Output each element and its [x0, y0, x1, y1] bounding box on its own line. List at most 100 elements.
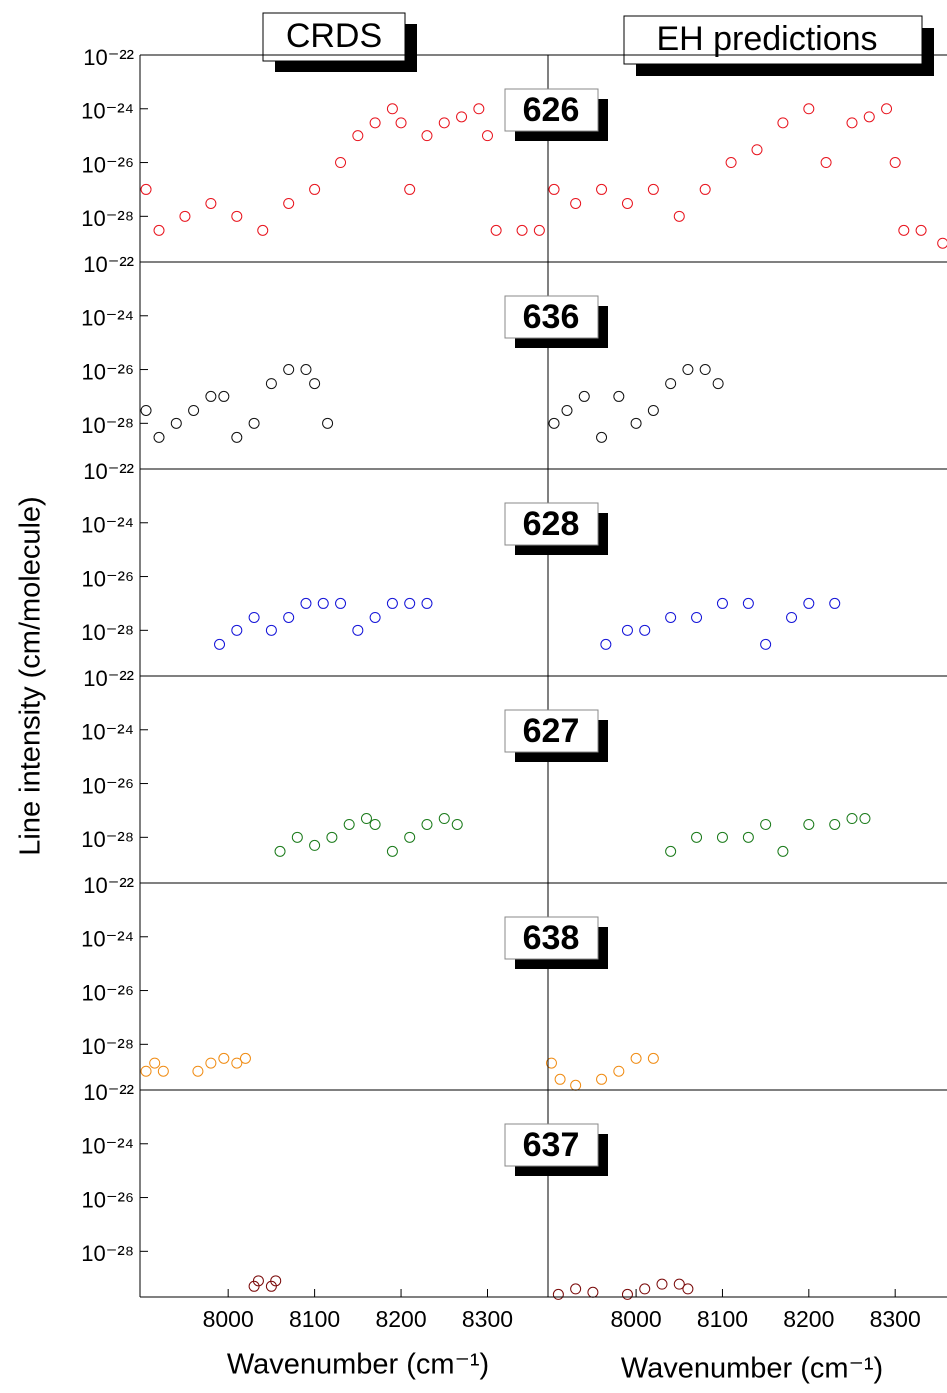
data-point	[600, 638, 612, 650]
data-point	[889, 157, 901, 169]
data-point	[149, 1057, 161, 1069]
data-point	[742, 597, 754, 609]
data-point	[548, 417, 560, 429]
y-tick-label: 10⁻²⁶	[82, 152, 134, 177]
data-point	[673, 1278, 685, 1290]
y-tick-label: 10⁻²²	[83, 873, 134, 898]
data-point	[751, 144, 763, 156]
data-point	[481, 130, 493, 142]
panel-label: 627	[523, 712, 580, 750]
data-point	[639, 1283, 651, 1295]
data-point	[438, 813, 450, 825]
y-axis-label: Line intensity (cm/molecule)	[15, 496, 47, 855]
y-tick-label: 10⁻²⁴	[81, 720, 134, 745]
y-tick-label: 10⁻²⁶	[82, 773, 134, 798]
y-tick-label: 10⁻²²	[83, 666, 134, 691]
data-point	[699, 183, 711, 195]
panel-label: 636	[523, 298, 580, 336]
data-point	[777, 845, 789, 857]
y-tick-label: 10⁻²²	[83, 1080, 134, 1105]
data-point	[673, 210, 685, 222]
data-point	[369, 818, 381, 830]
data-point	[725, 157, 737, 169]
data-point	[369, 117, 381, 129]
data-point	[596, 183, 608, 195]
data-point	[270, 1275, 282, 1287]
data-point	[613, 390, 625, 402]
data-point	[153, 224, 165, 236]
chart-title: CRDS	[286, 17, 382, 55]
data-point	[829, 597, 841, 609]
data-point	[265, 378, 277, 390]
data-point	[386, 103, 398, 115]
data-point	[578, 390, 590, 402]
data-point	[898, 224, 910, 236]
x-tick-label: 8300	[870, 1306, 921, 1332]
data-point	[846, 813, 858, 825]
data-point	[214, 638, 226, 650]
y-tick-label: 10⁻²⁶	[82, 1187, 134, 1212]
data-point	[283, 364, 295, 376]
data-point	[554, 1073, 566, 1085]
x-tick-label: 8100	[697, 1306, 748, 1332]
data-point	[665, 378, 677, 390]
data-point	[157, 1065, 169, 1077]
y-tick-label: 10⁻²²	[83, 45, 134, 70]
data-point	[937, 237, 947, 249]
data-point	[742, 831, 754, 843]
data-point	[404, 597, 416, 609]
data-point	[283, 197, 295, 209]
x-tick-label: 8000	[611, 1306, 662, 1332]
data-point	[803, 597, 815, 609]
data-point	[218, 1052, 230, 1064]
y-tick-label: 10⁻²⁶	[82, 980, 134, 1005]
data-point	[647, 183, 659, 195]
data-point	[682, 1283, 694, 1295]
data-point	[153, 431, 165, 443]
data-point	[490, 224, 502, 236]
data-point	[231, 431, 243, 443]
data-point	[352, 130, 364, 142]
data-point	[335, 157, 347, 169]
data-point	[248, 1280, 260, 1292]
data-point	[309, 839, 321, 851]
data-point	[205, 197, 217, 209]
data-point	[231, 1057, 243, 1069]
data-point	[386, 597, 398, 609]
data-point	[239, 1052, 251, 1064]
data-point	[691, 611, 703, 623]
panel-label: 637	[523, 1126, 580, 1164]
data-point	[516, 224, 528, 236]
data-point	[309, 183, 321, 195]
data-point	[552, 1288, 564, 1300]
data-point	[656, 1278, 668, 1290]
data-point	[322, 417, 334, 429]
data-point	[863, 111, 875, 123]
data-point	[395, 117, 407, 129]
data-point	[300, 364, 312, 376]
data-point	[786, 611, 798, 623]
y-tick-label: 10⁻²⁸	[81, 1241, 134, 1266]
data-point	[596, 431, 608, 443]
data-point	[205, 1057, 217, 1069]
data-point	[533, 224, 545, 236]
y-tick-label: 10⁻²⁶	[82, 359, 134, 384]
y-tick-label: 10⁻²²	[83, 252, 134, 277]
data-point	[265, 624, 277, 636]
data-point	[218, 390, 230, 402]
data-point	[369, 611, 381, 623]
data-point	[665, 611, 677, 623]
data-point	[404, 183, 416, 195]
data-point	[192, 1065, 204, 1077]
data-point	[829, 818, 841, 830]
data-point	[820, 157, 832, 169]
data-point	[682, 364, 694, 376]
data-point	[881, 103, 893, 115]
y-tick-label: 10⁻²⁸	[81, 1034, 134, 1059]
y-tick-label: 10⁻²⁴	[81, 1134, 134, 1159]
data-point	[326, 831, 338, 843]
data-point	[570, 197, 582, 209]
y-tick-label: 10⁻²⁸	[81, 413, 134, 438]
